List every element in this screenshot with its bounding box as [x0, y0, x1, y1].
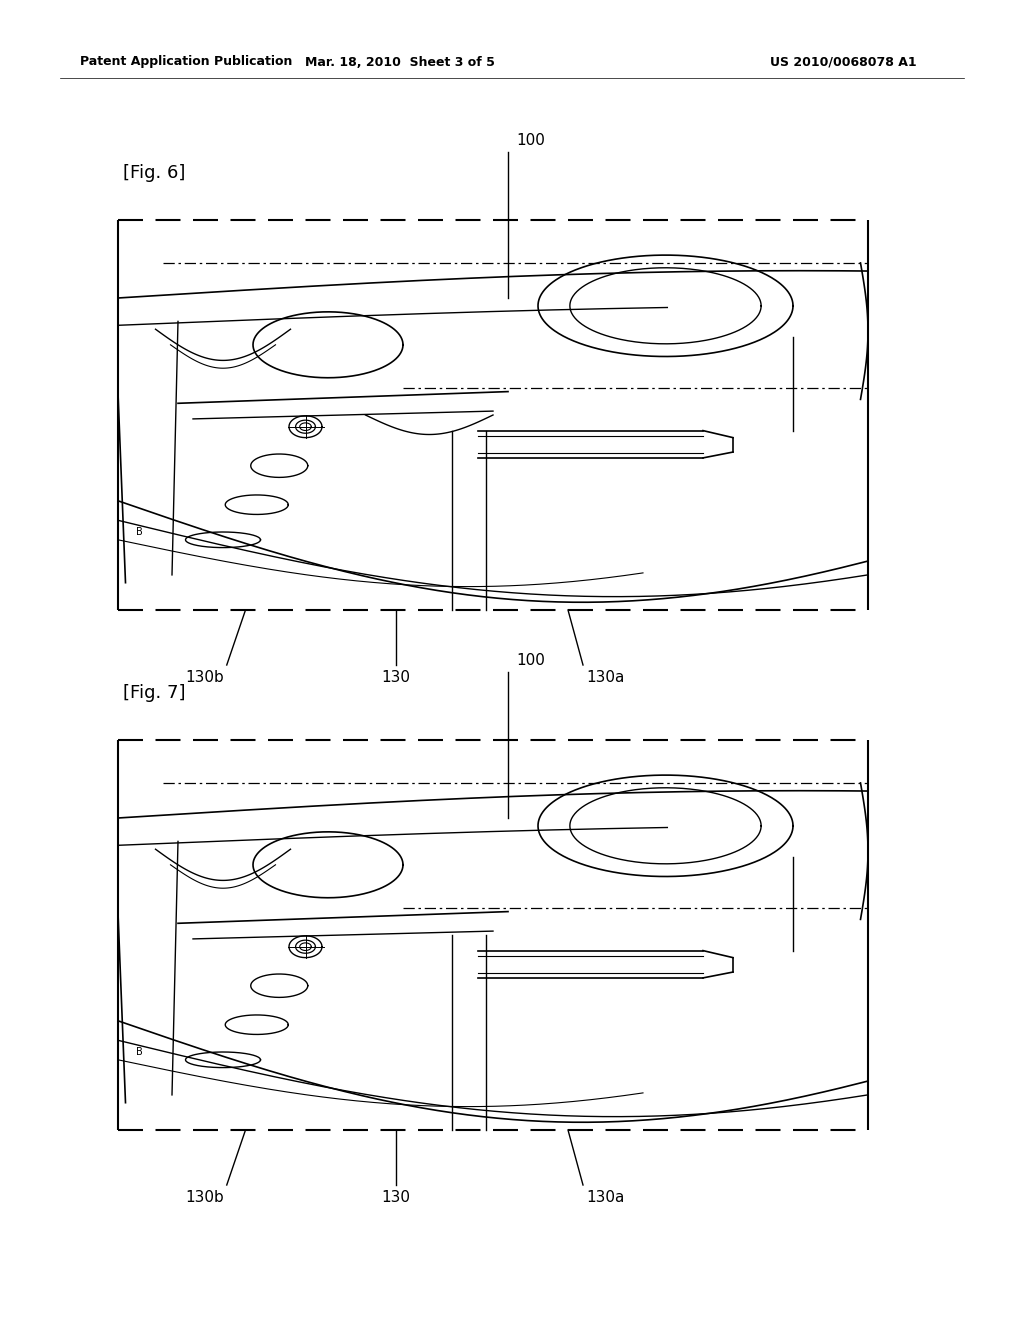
Text: 130b: 130b — [185, 671, 223, 685]
Text: 130a: 130a — [587, 1191, 625, 1205]
Text: US 2010/0068078 A1: US 2010/0068078 A1 — [770, 55, 916, 69]
Text: 100: 100 — [516, 653, 545, 668]
Text: [Fig. 6]: [Fig. 6] — [123, 164, 185, 182]
Text: 130: 130 — [381, 671, 410, 685]
Text: B: B — [136, 1047, 142, 1057]
Text: Patent Application Publication: Patent Application Publication — [80, 55, 293, 69]
Text: 130a: 130a — [587, 671, 625, 685]
Text: 130: 130 — [381, 1191, 410, 1205]
Text: [Fig. 7]: [Fig. 7] — [123, 684, 185, 702]
Text: Mar. 18, 2010  Sheet 3 of 5: Mar. 18, 2010 Sheet 3 of 5 — [305, 55, 495, 69]
Text: 130b: 130b — [185, 1191, 223, 1205]
Text: B: B — [136, 527, 142, 537]
Text: 100: 100 — [516, 133, 545, 148]
